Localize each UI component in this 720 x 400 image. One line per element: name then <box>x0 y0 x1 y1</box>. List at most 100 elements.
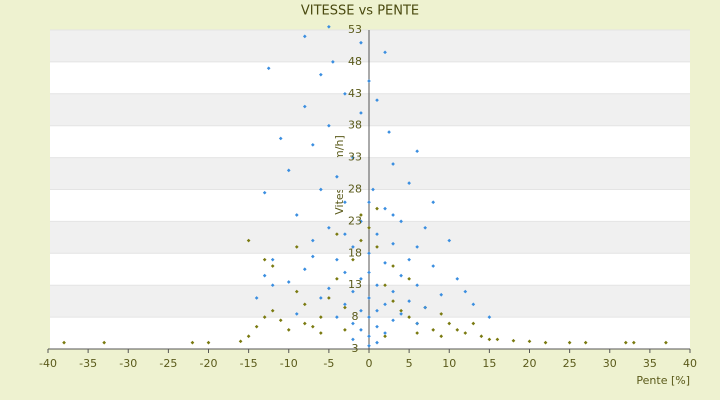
point <box>664 340 668 345</box>
point <box>387 130 391 134</box>
point <box>270 283 275 288</box>
x-tick-label: 20 <box>523 357 537 370</box>
point <box>367 200 371 205</box>
y-tick-label: 13 <box>348 278 362 291</box>
point <box>543 340 548 345</box>
grid-band <box>50 221 690 254</box>
point <box>423 225 428 230</box>
point <box>310 324 315 329</box>
point <box>439 334 444 339</box>
point <box>302 267 307 272</box>
point <box>431 264 436 268</box>
point <box>391 299 395 303</box>
point <box>286 168 291 173</box>
point <box>371 187 375 192</box>
point <box>407 181 411 185</box>
point <box>351 155 355 160</box>
point <box>383 331 387 335</box>
point <box>310 143 315 147</box>
point <box>254 324 259 329</box>
point <box>407 276 411 281</box>
point <box>286 328 291 332</box>
point <box>383 302 387 307</box>
point <box>286 280 291 284</box>
point <box>367 251 371 256</box>
point <box>246 334 251 339</box>
point <box>583 340 588 345</box>
point <box>343 270 347 275</box>
point <box>391 213 395 217</box>
x-tick-label: 25 <box>563 357 577 370</box>
y-tick-label: 33 <box>348 151 362 164</box>
point <box>294 312 299 316</box>
point <box>343 232 347 236</box>
point <box>439 312 444 316</box>
point <box>359 308 363 313</box>
point <box>351 321 355 326</box>
y-tick-label: 18 <box>348 246 362 259</box>
point <box>623 340 628 345</box>
point <box>511 338 516 343</box>
x-tick-label: -40 <box>39 357 57 370</box>
point <box>359 213 363 217</box>
point <box>423 305 428 310</box>
point <box>319 331 323 335</box>
point <box>327 286 331 291</box>
point <box>359 219 363 224</box>
point <box>383 50 387 55</box>
point <box>407 315 411 319</box>
x-tick-label: -25 <box>159 357 177 370</box>
x-tick-label: -10 <box>280 357 298 370</box>
point <box>375 324 379 329</box>
point <box>471 321 476 326</box>
point <box>302 321 307 326</box>
point <box>359 40 363 45</box>
x-tick-label: -35 <box>79 357 97 370</box>
point <box>278 136 283 141</box>
point <box>190 340 195 345</box>
point <box>375 206 379 211</box>
grid-band <box>50 93 690 126</box>
point <box>359 238 363 243</box>
point <box>310 238 315 243</box>
point <box>391 318 395 323</box>
point <box>270 264 275 268</box>
point <box>375 98 379 103</box>
y-tick-label: 43 <box>348 87 362 100</box>
point <box>455 276 460 281</box>
y-tick-label: 3 <box>352 342 359 355</box>
point <box>351 245 355 249</box>
x-tick-label: 40 <box>683 357 697 370</box>
point <box>335 174 339 179</box>
point <box>238 339 243 344</box>
point <box>527 339 532 344</box>
point <box>367 270 371 275</box>
point <box>327 24 331 29</box>
point <box>262 273 267 278</box>
grid-band <box>50 285 690 318</box>
point <box>375 232 379 236</box>
chart-title: VITESSE vs PENTE <box>301 4 419 19</box>
point <box>367 315 371 319</box>
x-tick-label: 15 <box>482 357 496 370</box>
point <box>431 200 436 205</box>
point <box>391 289 395 294</box>
point <box>391 264 395 268</box>
y-tick-label: 28 <box>348 183 362 196</box>
point <box>375 245 379 249</box>
point <box>302 302 307 307</box>
x-tick-label: 30 <box>603 357 617 370</box>
point <box>359 111 363 115</box>
point <box>367 79 371 83</box>
point <box>343 200 347 205</box>
point <box>463 289 468 294</box>
point <box>415 283 419 288</box>
point <box>375 283 379 288</box>
point <box>399 312 403 316</box>
point <box>487 337 492 342</box>
point <box>270 308 275 313</box>
y-tick-label: 38 <box>348 119 362 132</box>
point <box>254 296 259 300</box>
point <box>383 283 387 288</box>
